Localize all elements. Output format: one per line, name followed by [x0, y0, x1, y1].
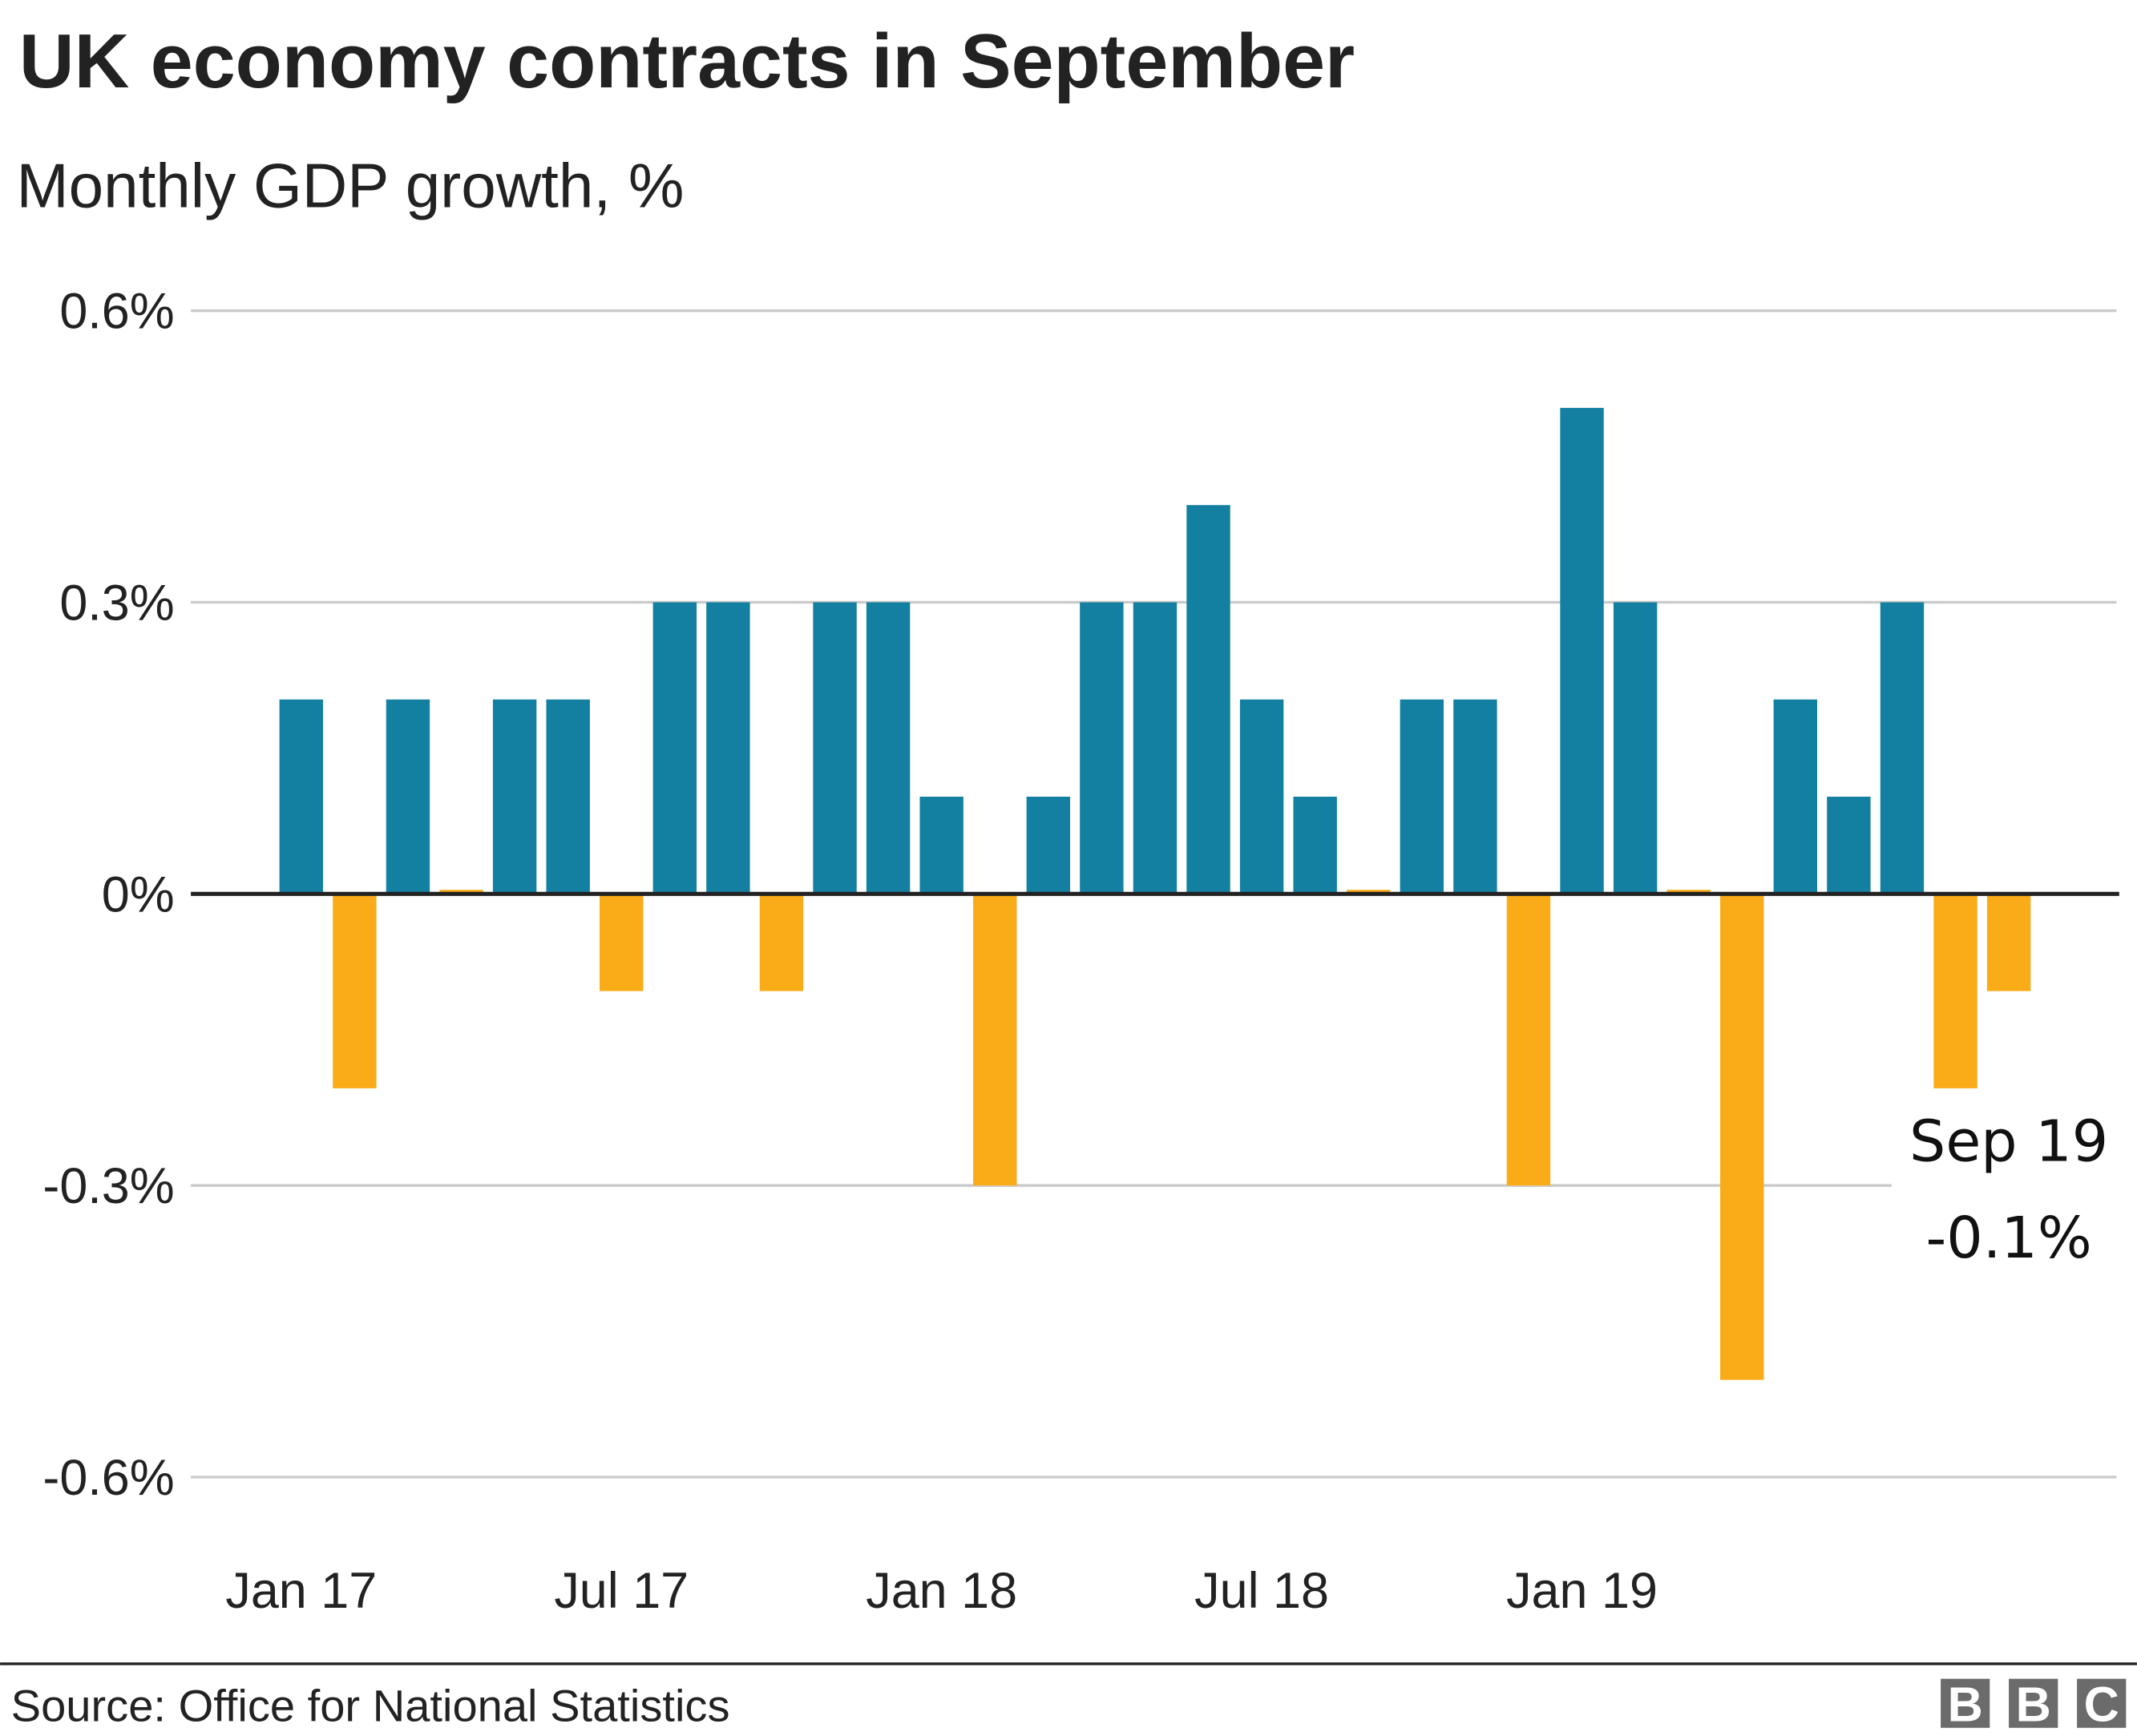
annotation: Sep 19 -0.1%	[1891, 1106, 2121, 1282]
bar-nov-17	[813, 602, 857, 894]
bar-sep-17	[706, 602, 750, 894]
bar-jun-17	[546, 699, 590, 894]
bar-jan-18	[919, 797, 963, 894]
bar-oct-17	[759, 894, 804, 991]
bar-dec-18	[1506, 894, 1551, 1186]
svg-text:B: B	[1948, 1677, 1983, 1731]
y-tick-label: -0.3%	[42, 1158, 174, 1214]
bar-sep-18	[1347, 890, 1391, 894]
bar-dec-17	[866, 602, 911, 894]
bar-may-19	[1773, 699, 1818, 894]
bar-may-17	[492, 699, 537, 894]
bars	[279, 407, 2031, 1380]
x-tick-label: Jan 19	[1506, 1563, 1658, 1619]
x-tick-label: Jul 17	[554, 1563, 689, 1619]
x-tick-label: Jul 18	[1194, 1563, 1329, 1619]
source-text: Source: Office for National Statistics	[11, 1680, 730, 1730]
bar-aug-18	[1293, 797, 1337, 894]
bar-apr-17	[439, 890, 483, 894]
bar-mar-19	[1666, 890, 1711, 894]
chart-subtitle: Monthly GDP growth, %	[16, 150, 684, 220]
x-tick-label: Jan 17	[225, 1563, 377, 1619]
bbc-logo: B B C	[1941, 1677, 2127, 1731]
x-axis-labels: Jan 17 Jul 17 Jan 18 Jul 18 Jan 19	[225, 1563, 1658, 1619]
gridlines	[191, 309, 2117, 1479]
y-tick-label: -0.6%	[42, 1450, 174, 1506]
svg-text:C: C	[2084, 1677, 2119, 1731]
bar-aug-17	[652, 602, 697, 894]
bar-nov-18	[1453, 699, 1497, 894]
bar-feb-18	[973, 894, 1017, 1186]
bar-jan-17	[279, 699, 324, 894]
bar-may-18	[1133, 602, 1178, 894]
chart-title: UK economy contracts in September	[19, 19, 1355, 104]
y-tick-label: 0.6%	[59, 284, 174, 340]
bar-jul-17	[600, 894, 644, 991]
bar-jun-19	[1827, 797, 1871, 894]
annotation-value: -0.1%	[1926, 1205, 2092, 1271]
bar-apr-19	[1720, 894, 1764, 1380]
bar-jul-19	[1880, 602, 1925, 894]
bar-sep-19	[1986, 894, 2031, 991]
bar-feb-19	[1613, 602, 1658, 894]
y-axis-labels: 0.6% 0.3% 0% -0.3% -0.6%	[42, 284, 174, 1506]
bar-oct-18	[1400, 699, 1444, 894]
y-tick-label: 0.3%	[59, 575, 174, 632]
annotation-label: Sep 19	[1909, 1108, 2108, 1175]
svg-text:B: B	[2016, 1677, 2051, 1731]
bar-aug-19	[1933, 894, 1977, 1088]
annotation-background	[1891, 1106, 2121, 1282]
bar-mar-18	[1026, 797, 1071, 894]
bar-jan-19	[1560, 407, 1604, 894]
bar-mar-17	[386, 699, 430, 894]
bar-jun-18	[1186, 505, 1230, 894]
y-tick-label: 0%	[102, 866, 175, 923]
bar-feb-17	[333, 894, 377, 1088]
bar-apr-18	[1080, 602, 1124, 894]
bar-jul-18	[1239, 699, 1284, 894]
x-tick-label: Jan 18	[866, 1563, 1017, 1619]
